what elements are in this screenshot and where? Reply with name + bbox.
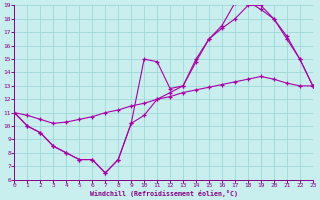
X-axis label: Windchill (Refroidissement éolien,°C): Windchill (Refroidissement éolien,°C) [90, 190, 238, 197]
